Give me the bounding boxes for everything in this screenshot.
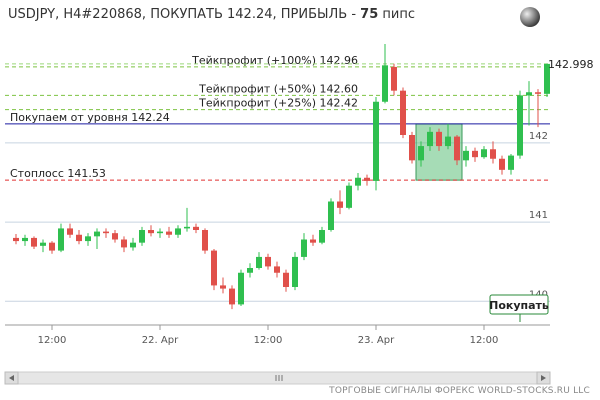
y-tick-label: 142 (529, 131, 548, 142)
candle-body (418, 146, 424, 161)
level-label: Тейкпрофит (+50%) 142.60 (198, 82, 358, 95)
candle-body (364, 177, 370, 181)
candle-body (229, 288, 235, 305)
candle-body (202, 230, 208, 251)
candle-body (517, 95, 523, 156)
scrollbar[interactable] (4, 371, 551, 385)
candle-body (481, 149, 487, 158)
candle-body (436, 131, 442, 147)
candle-body (355, 177, 361, 186)
level-label: Тейкпрофит (+100%) 142.96 (191, 54, 358, 67)
candle-body (148, 230, 154, 234)
title-bold: 75 (360, 7, 378, 22)
candle-body (67, 228, 73, 235)
candle-body (526, 92, 532, 96)
button-box[interactable] (489, 294, 549, 315)
x-tick-label: 12:00 (254, 335, 283, 346)
x-tick-label: 12:00 (470, 335, 499, 346)
level-label: Покупаем от уровня 142.24 (10, 111, 170, 124)
candle-body (31, 237, 37, 247)
candle-body (58, 228, 64, 251)
candle-body (85, 236, 91, 242)
candle-body (445, 136, 451, 147)
level-label: Тейкпрофит (+25%) 142.42 (198, 97, 358, 110)
candle-body (490, 149, 496, 159)
candle-body (103, 231, 109, 234)
candle-body (319, 230, 325, 243)
candle-body (112, 233, 118, 240)
candle-body (310, 239, 316, 243)
candle-body (454, 136, 460, 161)
candle-body (166, 231, 172, 235)
level-label: Стоплосс 141.53 (10, 167, 106, 180)
candle-body (256, 256, 262, 268)
candle-body (499, 158, 505, 170)
candle-body (157, 231, 163, 234)
candle-body (130, 242, 136, 248)
candle-body (76, 234, 82, 242)
candle-body (175, 228, 181, 235)
candle-body (283, 272, 289, 287)
candle-body (328, 201, 334, 230)
candle-body (391, 66, 397, 91)
candle-body (472, 150, 478, 158)
chart-title: USDJPY, H4#220868, ПОКУПАТЬ 142.24, ПРИБ… (8, 7, 415, 22)
candle-body (292, 256, 298, 287)
x-tick-label: 12:00 (38, 335, 67, 346)
candle-body (49, 242, 55, 251)
candle-body (265, 256, 271, 267)
candle-body (544, 63, 550, 94)
candle-body (139, 230, 145, 243)
candle-body (346, 185, 352, 208)
candle-body (301, 239, 307, 257)
candle-body (193, 226, 199, 230)
last-price-label: 142.998 (548, 58, 594, 71)
footer: ТОРГОВЫЕ СИГНАЛЫ ФОРЕКС WORLD-STOCKS.RU … (328, 386, 590, 396)
title-tail: пипс (382, 7, 415, 22)
candle-body (13, 237, 19, 242)
candle-body (22, 237, 28, 242)
candle-body (400, 90, 406, 135)
title-text: USDJPY, H4#220868, ПОКУПАТЬ 142.24, ПРИБ… (8, 7, 356, 22)
candle-body (238, 272, 244, 305)
candle-body (337, 201, 343, 208)
candle-body (535, 92, 541, 94)
candle-body (409, 135, 415, 161)
candle-body (274, 266, 280, 273)
candle-body (382, 65, 388, 102)
y-tick-label: 141 (529, 210, 548, 221)
x-tick-label: 22. Apr (142, 335, 179, 346)
candle-body (463, 150, 469, 161)
candle-body (247, 268, 253, 273)
x-tick-label: 23. Apr (358, 335, 395, 346)
candle-body (211, 250, 217, 286)
buy-button[interactable]: Покупать (489, 294, 549, 322)
candle-body (373, 101, 379, 181)
candle-body (94, 231, 100, 237)
candle-body (220, 285, 226, 289)
button-label[interactable]: Покупать (489, 299, 549, 312)
candle-body (427, 131, 433, 147)
globe-icon[interactable] (520, 7, 540, 27)
candle-body (40, 242, 46, 246)
candle-body (184, 226, 190, 229)
candle-body (508, 155, 514, 170)
candle-body (121, 239, 127, 248)
